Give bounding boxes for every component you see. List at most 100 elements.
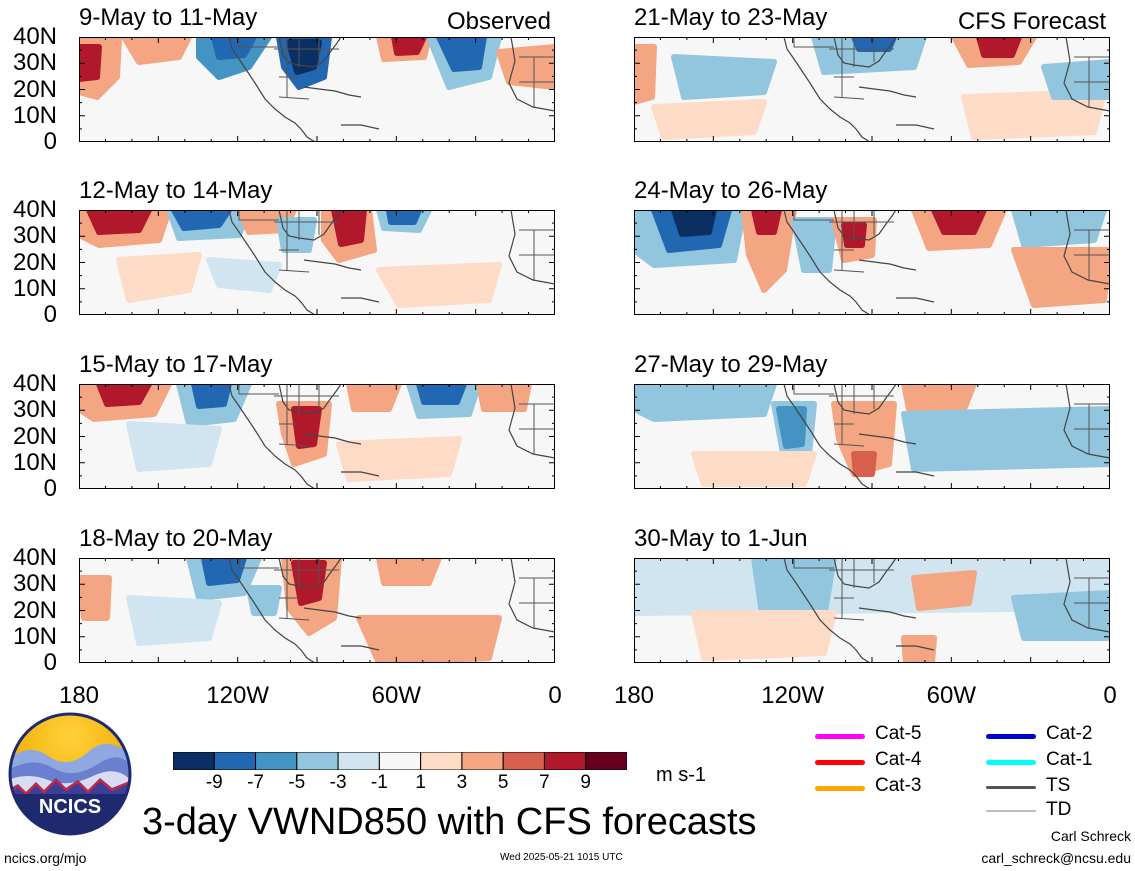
legend-line-cat-1 bbox=[986, 760, 1036, 765]
lat-tick-label: 10N bbox=[12, 101, 57, 129]
colorbar-tick-label: 7 bbox=[539, 772, 550, 793]
colorbar-tick-label: 3 bbox=[456, 772, 468, 793]
map-panel bbox=[634, 558, 1110, 663]
panel-period: 15-May to 17-May bbox=[79, 351, 273, 378]
coastline bbox=[228, 558, 555, 663]
panel-period: 24-May to 26-May bbox=[634, 177, 828, 204]
lat-tick-label: 20N bbox=[12, 75, 57, 103]
lat-tick-label: 20N bbox=[12, 596, 57, 624]
lon-tick-label: 180 bbox=[613, 682, 655, 709]
country-borders bbox=[238, 384, 555, 454]
country-borders bbox=[238, 37, 555, 107]
lon-tick-label: 0 bbox=[548, 682, 562, 709]
colorbar-tick-label: -9 bbox=[205, 772, 223, 793]
map-panel bbox=[634, 384, 1110, 489]
colorbar-swatch bbox=[213, 752, 257, 770]
coastline bbox=[783, 384, 1110, 489]
site-link[interactable]: ncics.org/mjo bbox=[4, 850, 87, 866]
author-name: Carl Schreck bbox=[1050, 828, 1131, 844]
wind-anomaly-map bbox=[79, 37, 555, 142]
legend-label: Cat-4 bbox=[875, 749, 922, 770]
colorbar-swatch bbox=[255, 752, 298, 770]
lat-tick-label: 0 bbox=[43, 649, 57, 676]
panel-source-tag: CFS Forecast bbox=[957, 8, 1106, 35]
panel-period: 9-May to 11-May bbox=[79, 4, 258, 31]
lon-tick-label: 0 bbox=[1103, 682, 1117, 709]
wind-anomaly-map bbox=[634, 558, 1110, 663]
colorbar-tick-label: -1 bbox=[370, 772, 388, 793]
lat-tick-label: 0 bbox=[43, 475, 57, 502]
map-panel bbox=[634, 210, 1110, 315]
wind-anomaly-map bbox=[79, 384, 555, 489]
country-borders bbox=[793, 384, 1110, 454]
lat-tick-label: 20N bbox=[12, 248, 57, 276]
legend-line-cat-2 bbox=[986, 734, 1036, 739]
colorbar-swatch bbox=[337, 752, 380, 770]
panel-period: 27-May to 29-May bbox=[634, 351, 828, 378]
colorbar-swatch bbox=[461, 752, 504, 770]
legend-label: Cat-5 bbox=[875, 723, 922, 744]
colorbar-unit: m s-1 bbox=[656, 764, 706, 786]
lat-tick-label: 30N bbox=[12, 222, 57, 250]
lat-tick-label: 30N bbox=[12, 396, 57, 424]
legend-line-cat-3 bbox=[815, 786, 865, 791]
colorbar bbox=[173, 752, 627, 770]
coastline bbox=[783, 210, 1110, 315]
wind-anomaly-map bbox=[634, 37, 1110, 142]
lat-tick-label: 40N bbox=[12, 23, 57, 50]
coastline bbox=[783, 558, 1110, 663]
country-borders bbox=[238, 558, 555, 628]
map-panel bbox=[79, 210, 555, 315]
legend-label: TS bbox=[1046, 775, 1071, 796]
colorbar-tick-label: 1 bbox=[415, 772, 426, 793]
lat-tick-label: 40N bbox=[12, 370, 57, 397]
wind-anomaly-map bbox=[79, 558, 555, 663]
panel-period: 21-May to 23-May bbox=[634, 4, 828, 31]
map-panel bbox=[79, 384, 555, 489]
lat-tick-label: 0 bbox=[43, 301, 57, 328]
legend-label: Cat-2 bbox=[1046, 723, 1093, 744]
lat-tick-label: 10N bbox=[12, 622, 57, 650]
country-borders bbox=[238, 210, 555, 280]
lat-tick-label: 30N bbox=[12, 49, 57, 77]
lon-tick-label: 120W bbox=[761, 682, 824, 709]
coastline bbox=[228, 384, 555, 489]
lat-tick-label: 40N bbox=[12, 544, 57, 571]
colorbar-tick-label: -7 bbox=[247, 772, 264, 793]
colorbar-swatch bbox=[420, 752, 463, 770]
lon-tick-label: 120W bbox=[206, 682, 269, 709]
legend-label: TD bbox=[1046, 799, 1072, 820]
colorbar-tick-label: 5 bbox=[497, 772, 509, 793]
colorbar-swatch bbox=[585, 752, 627, 770]
panel-period: 30-May to 1-Jun bbox=[634, 525, 808, 552]
legend-line-cat-5 bbox=[815, 734, 865, 739]
map-panel bbox=[79, 37, 555, 142]
coastline bbox=[228, 37, 555, 142]
map-panel bbox=[634, 37, 1110, 142]
lat-tick-label: 20N bbox=[12, 422, 57, 450]
colorbar-swatch bbox=[543, 752, 587, 770]
lat-tick-label: 40N bbox=[12, 196, 57, 223]
author-email[interactable]: carl_schreck@ncsu.edu bbox=[981, 850, 1131, 866]
colorbar-tick-label: -3 bbox=[329, 772, 347, 793]
colorbar-swatch bbox=[296, 752, 339, 770]
coastline bbox=[228, 210, 555, 315]
legend-label: Cat-1 bbox=[1046, 749, 1093, 770]
wind-anomaly-map bbox=[634, 384, 1110, 489]
country-borders bbox=[793, 558, 1110, 628]
country-borders bbox=[793, 37, 1110, 107]
main-title: 3-day VWND850 with CFS forecasts bbox=[142, 801, 757, 843]
coastline bbox=[783, 37, 1110, 142]
lon-tick-label: 60W bbox=[371, 682, 421, 709]
lon-tick-label: 60W bbox=[926, 682, 976, 709]
wind-anomaly-map bbox=[79, 210, 555, 315]
map-panel bbox=[79, 558, 555, 663]
country-borders bbox=[793, 210, 1110, 280]
lat-tick-label: 0 bbox=[43, 128, 57, 155]
timestamp: Wed 2025-05-21 1015 UTC bbox=[500, 852, 623, 863]
lat-tick-label: 30N bbox=[12, 570, 57, 598]
colorbar-tick-label: -5 bbox=[288, 772, 306, 793]
legend-line-td bbox=[986, 810, 1036, 812]
logo-text: NCICS bbox=[39, 796, 101, 818]
legend-label: Cat-3 bbox=[875, 775, 922, 796]
